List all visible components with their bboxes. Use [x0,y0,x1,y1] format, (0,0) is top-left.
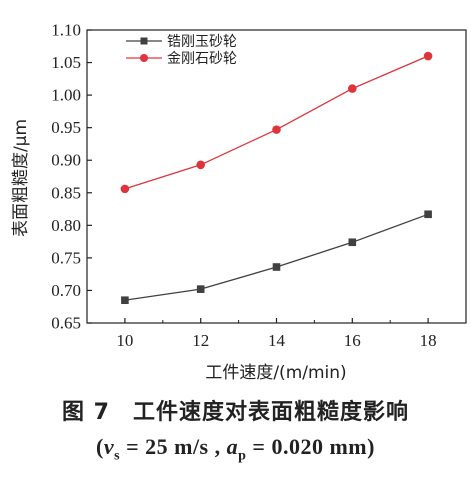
legend-marker-1 [140,37,148,45]
y-tick-label: 0.75 [51,248,81,267]
series-line-2 [124,55,429,190]
x-tick-label: 14 [268,331,286,350]
v-value: = 25 m/s , [120,434,227,459]
x-tick-label: 16 [344,331,361,350]
x-axis-title: 工件速度/(m/min) [205,363,346,383]
series-1-point [348,238,357,247]
figure-caption-title: 图 7 工件速度对表面粗糙度影响 [62,400,409,425]
series-2-point [423,51,433,61]
x-tick-label: 10 [116,331,133,350]
y-tick-label: 0.85 [51,183,81,202]
v-subscript: s [114,448,121,464]
y-tick-label: 1.00 [51,86,81,105]
series-1-point [272,263,281,271]
series-2-point [348,84,357,93]
series-line-1 [124,213,429,301]
y-tick-label: 0.65 [51,314,81,333]
series-layer [120,51,433,305]
series-1-point [121,296,129,305]
surface-roughness-chart: 0.65 0.70 0.75 0.80 0.85 0.90 0.95 1.00 1.05 1.10… [11,21,467,383]
y-tick-label: 0.80 [51,216,81,235]
a-symbol: a [226,434,239,459]
y-tick-label: 0.90 [51,151,81,170]
y-tick-label: 1.10 [51,21,81,40]
y-tick-label: 1.05 [51,53,81,72]
x-tick-label: 18 [420,331,437,350]
legend-label-2: 金刚石砂轮 [167,51,237,67]
y-axis-title: 表面粗糙度/μm [11,119,31,237]
caption-close-paren: ) [367,434,375,459]
y-tick-label: 0.95 [51,118,81,137]
series-2-point [272,125,281,134]
legend-label-1: 锆刚玉砂轮 [167,34,237,50]
series-1-point [424,210,432,219]
x-tick-label: 12 [192,331,209,350]
legend-marker-2 [140,54,148,62]
axes: 0.65 0.70 0.75 0.80 0.85 0.90 0.95 1.00 1.05 1.10… [51,21,467,350]
series-2-point [196,160,205,170]
series-1-point [196,285,205,293]
figure-caption-conditions: (vs = 25 m/s , ap = 0.020 mm) [0,434,471,464]
series-2-point [120,184,130,194]
y-tick-label: 0.70 [51,281,81,300]
a-value: = 0.020 mm [246,434,368,459]
a-subscript: p [238,448,247,464]
plot-frame [86,29,467,324]
caption-open-paren: ( [96,434,104,459]
v-symbol: v [103,434,115,459]
